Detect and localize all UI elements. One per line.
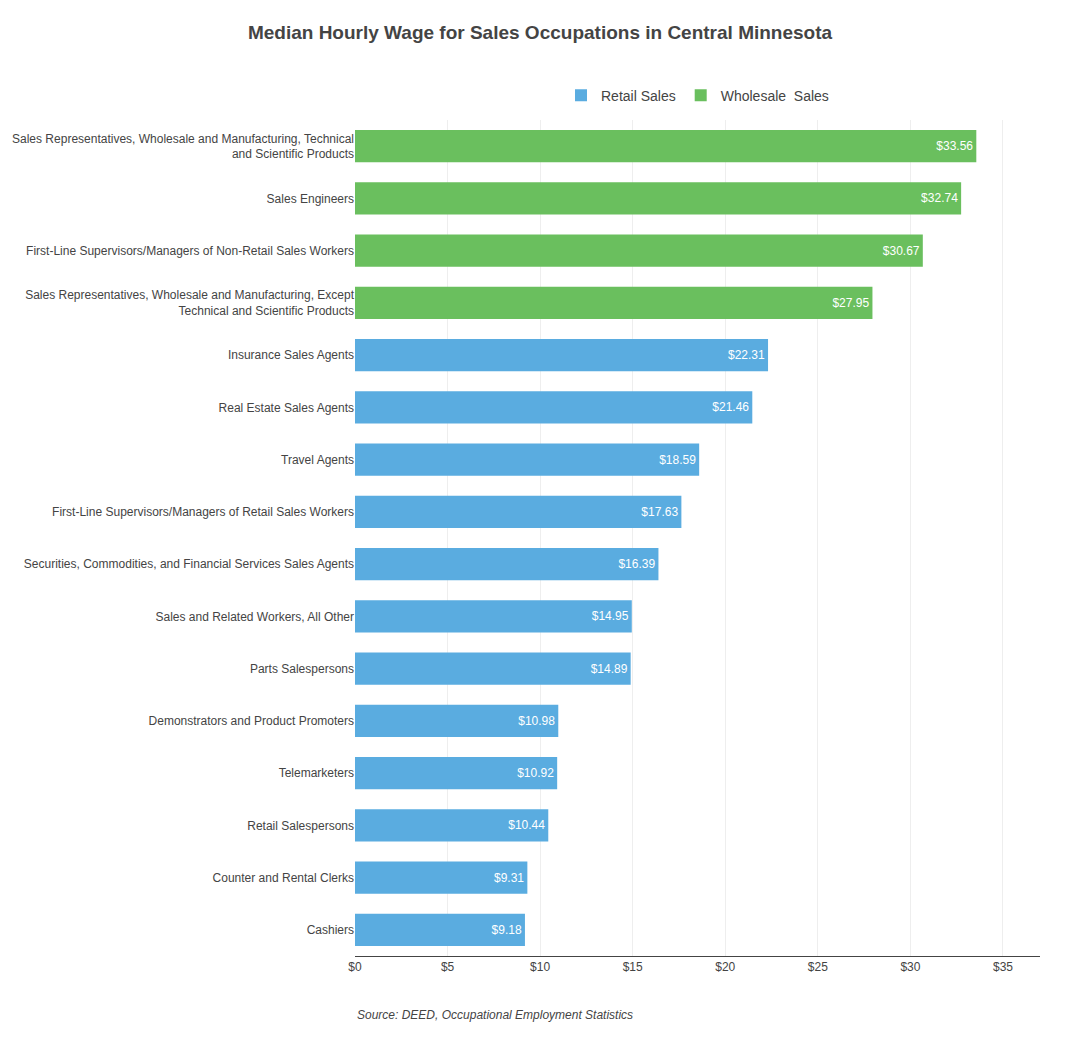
svg-text:$30.67: $30.67 — [883, 244, 920, 258]
svg-text:Travel Agents: Travel Agents — [281, 453, 354, 467]
svg-text:First-Line Supervisors/Manager: First-Line Supervisors/Managers of Non-R… — [26, 244, 354, 258]
svg-text:$0: $0 — [348, 960, 362, 974]
svg-text:$22.31: $22.31 — [728, 348, 765, 362]
svg-text:$5: $5 — [441, 960, 455, 974]
svg-text:Insurance Sales Agents: Insurance Sales Agents — [228, 348, 354, 362]
svg-text:Sales Representatives, Wholesa: Sales Representatives, Wholesale and Man… — [12, 132, 354, 162]
svg-text:Sales Engineers: Sales Engineers — [267, 192, 354, 206]
svg-text:$18.59: $18.59 — [659, 453, 696, 467]
svg-text:Telemarketers: Telemarketers — [279, 766, 354, 780]
svg-text:Real Estate Sales Agents: Real Estate Sales Agents — [219, 401, 354, 415]
svg-text:$10.92: $10.92 — [517, 766, 554, 780]
svg-text:$14.89: $14.89 — [591, 662, 628, 676]
svg-text:Median Hourly Wage for Sales O: Median Hourly Wage for Sales Occupations… — [248, 22, 833, 43]
svg-text:Parts Salespersons: Parts Salespersons — [250, 662, 354, 676]
svg-text:Cashiers: Cashiers — [307, 923, 354, 937]
svg-text:Securities, Commodities, and F: Securities, Commodities, and Financial S… — [24, 557, 354, 571]
svg-text:$16.39: $16.39 — [618, 557, 655, 571]
svg-text:Retail Sales: Retail Sales — [601, 88, 676, 104]
svg-text:$10.44: $10.44 — [508, 818, 545, 832]
svg-text:$17.63: $17.63 — [641, 505, 678, 519]
svg-text:$27.95: $27.95 — [832, 296, 869, 310]
svg-text:Sales and Related Workers, All: Sales and Related Workers, All Other — [155, 610, 354, 624]
svg-text:Sales Representatives, Wholesa: Sales Representatives, Wholesale and Man… — [25, 288, 355, 318]
svg-text:Retail Salespersons: Retail Salespersons — [247, 819, 354, 833]
svg-text:$10: $10 — [530, 960, 550, 974]
svg-text:$14.95: $14.95 — [592, 609, 629, 623]
svg-text:Demonstrators and Product Prom: Demonstrators and Product Promoters — [149, 714, 354, 728]
svg-text:$30: $30 — [900, 960, 920, 974]
svg-text:$15: $15 — [623, 960, 643, 974]
svg-text:First-Line Supervisors/Manager: First-Line Supervisors/Managers of Retai… — [52, 505, 354, 519]
svg-text:$9.18: $9.18 — [492, 923, 522, 937]
svg-text:Counter and Rental Clerks: Counter and Rental Clerks — [213, 871, 354, 885]
svg-text:Wholesale Sales: Wholesale Sales — [721, 88, 829, 104]
svg-text:$10.98: $10.98 — [518, 714, 555, 728]
svg-text:$21.46: $21.46 — [712, 400, 749, 414]
svg-text:$32.74: $32.74 — [921, 191, 958, 205]
svg-text:$35: $35 — [993, 960, 1013, 974]
svg-text:$9.31: $9.31 — [494, 871, 524, 885]
svg-text:$33.56: $33.56 — [936, 139, 973, 153]
svg-text:$25: $25 — [808, 960, 828, 974]
svg-text:$20: $20 — [715, 960, 735, 974]
svg-text:Source: DEED, Occupational Emp: Source: DEED, Occupational Employment St… — [357, 1008, 633, 1022]
